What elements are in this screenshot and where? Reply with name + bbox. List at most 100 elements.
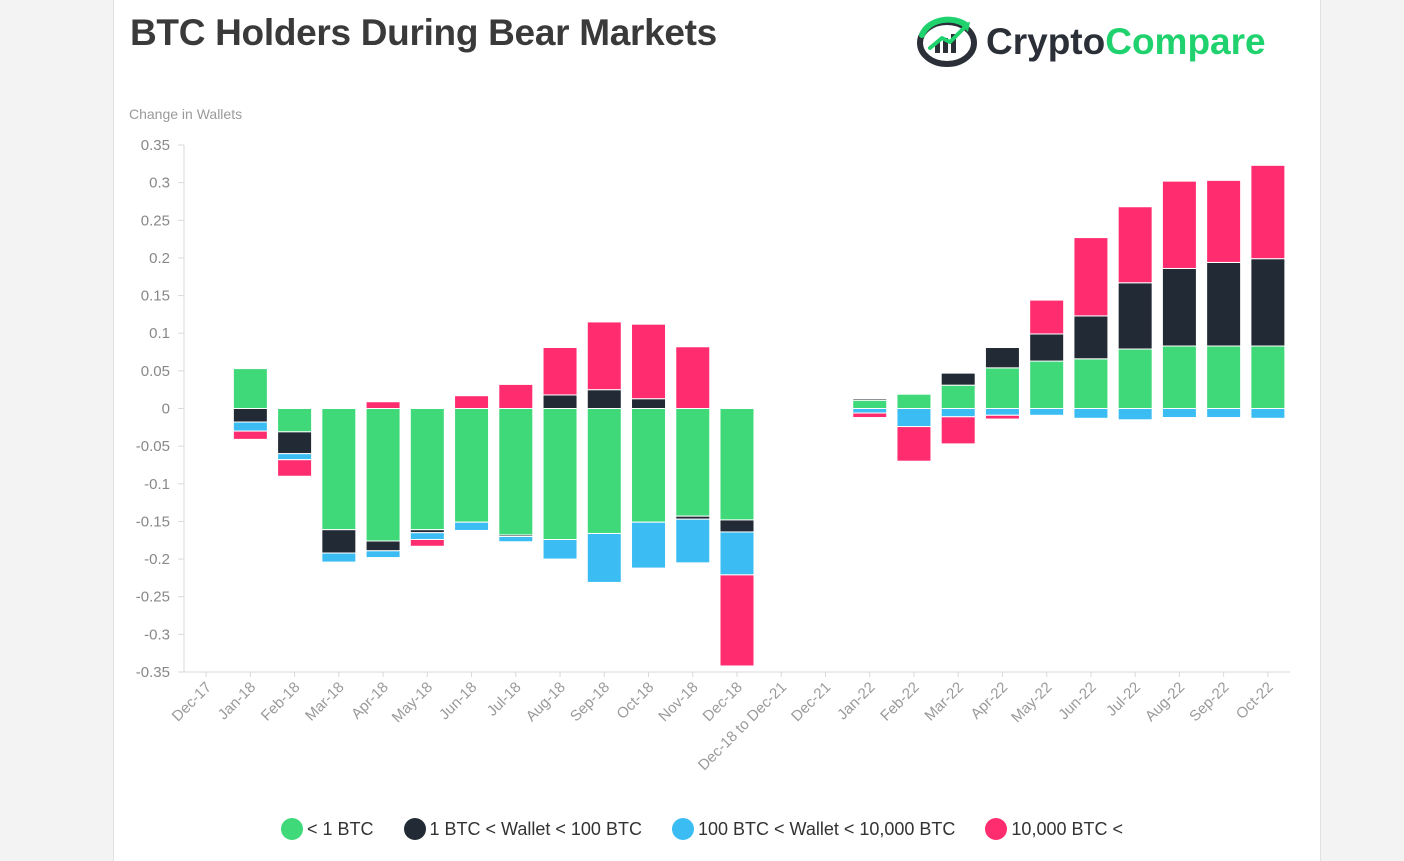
x-tick-label: Aug-22 [1142, 679, 1188, 725]
bar-segment [365, 550, 401, 559]
bar-segment [1161, 267, 1197, 347]
bar-segment [1029, 360, 1065, 410]
x-tick-label: Mar-18 [302, 679, 348, 725]
x-tick-label: Jan-22 [834, 679, 878, 723]
y-tick-label: 0.3 [149, 175, 170, 192]
x-tick-label: Jan-18 [215, 679, 259, 723]
bar-segment [277, 431, 313, 455]
bar-segment [409, 538, 445, 547]
bar-segment [940, 384, 976, 410]
legend-swatch-navy [403, 818, 426, 840]
legend-item-1-to-100-btc[interactable]: 1 BTC < Wallet < 100 BTC [403, 818, 642, 840]
bar-segment [940, 372, 976, 386]
x-tick-label: Jul-22 [1103, 679, 1144, 720]
x-tick-label: Aug-18 [523, 679, 569, 725]
bar-segment [631, 408, 667, 523]
bar-segment [232, 421, 268, 432]
bar-segment [542, 347, 578, 396]
bar-segment [232, 408, 268, 423]
stacked-bar-chart: 0.35 0.3 0.25 0.2 0.15 0.1 0.05 0 -0.05 -0.1 -0.15… [136, 137, 1290, 774]
x-tick-label: Feb-18 [258, 679, 304, 725]
x-tick-label: Nov-18 [655, 679, 701, 725]
y-tick-label: -0.3 [144, 626, 170, 643]
bar-segment [1117, 348, 1153, 410]
bar-segment [232, 368, 268, 409]
bar-segment [1161, 408, 1197, 419]
bar-segment [542, 538, 578, 560]
x-tick-label: Mar-22 [921, 679, 967, 725]
bar-segment [365, 408, 401, 542]
brand-logo[interactable]: Crypto Compare [914, 14, 1266, 70]
bar-segment [675, 408, 711, 517]
x-tick-label: Dec-21 [788, 679, 834, 725]
bar-segment [984, 408, 1020, 416]
bar-segment [896, 426, 932, 462]
bar-segment [277, 408, 313, 433]
x-tick-label: Sep-18 [567, 679, 613, 725]
bar-segment [498, 535, 534, 543]
bar-segment [1250, 258, 1286, 347]
bar-segment [321, 408, 357, 531]
bar-segment [542, 394, 578, 410]
bar-segment [940, 408, 976, 418]
bar-segment [586, 321, 622, 391]
bar-segment [1073, 237, 1109, 317]
bar-segment [984, 414, 1020, 420]
y-tick-label: -0.25 [136, 589, 170, 606]
y-tick-label: 0.35 [141, 137, 170, 154]
bar-segment [719, 519, 755, 533]
legend-label: 1 BTC < Wallet < 100 BTC [429, 818, 642, 839]
y-tick-label: -0.15 [136, 513, 170, 530]
bar-segment [984, 347, 1020, 369]
y-tick-label: 0.25 [141, 212, 170, 229]
x-tick-label: Feb-22 [877, 679, 923, 725]
bar-segment [631, 398, 667, 410]
bar-segment [1206, 261, 1242, 347]
y-tick-label: 0.1 [149, 325, 170, 342]
bar-segment [586, 532, 622, 583]
bar-segment [896, 393, 932, 409]
y-tick-label: 0 [162, 401, 170, 418]
bar-segment [896, 408, 932, 428]
bar-segment [675, 518, 711, 564]
y-tick-label: 0.15 [141, 288, 170, 305]
x-tick-label: Jun-22 [1055, 679, 1099, 723]
bar-segment [409, 408, 445, 531]
bar-segment [1029, 333, 1065, 362]
bar-segment [1073, 315, 1109, 360]
x-tick-label: Sep-22 [1186, 679, 1232, 725]
bar-segment [1029, 299, 1065, 335]
bar-segment [1029, 408, 1065, 416]
bar-segment [365, 540, 401, 552]
bar-segment [409, 532, 445, 540]
bar-segment [321, 552, 357, 563]
bar-segment [852, 408, 888, 414]
legend-item-100-to-10000-btc[interactable]: 100 BTC < Wallet < 10,000 BTC [671, 818, 955, 840]
bar-segment [719, 574, 755, 667]
x-tick-label: May-18 [389, 679, 436, 726]
legend-item-lt-1-btc[interactable]: < 1 BTC [281, 818, 374, 840]
bar-segment [631, 323, 667, 400]
bar-segment [277, 453, 313, 461]
y-tick-label: -0.2 [144, 551, 170, 568]
chart-title: BTC Holders During Bear Markets [130, 12, 717, 53]
bar-segment [498, 383, 534, 409]
brand-name-compare: Compare [1105, 21, 1266, 62]
brand-name-crypto: Crypto [986, 21, 1106, 62]
bar-segment [1161, 180, 1197, 269]
x-tick-label: Jun-18 [436, 679, 480, 723]
bar-segment [498, 408, 534, 536]
x-tick-label: Apr-18 [348, 679, 392, 723]
x-tick-label: Dec-17 [169, 679, 215, 725]
bar-segment [542, 408, 578, 540]
bar-segment [1073, 358, 1109, 410]
legend-item-gt-10000-btc[interactable]: 10,000 BTC < [985, 818, 1123, 840]
y-tick-label: -0.05 [136, 438, 170, 455]
bar-segment [277, 459, 313, 477]
bar-segment [1250, 345, 1286, 409]
bar-segment [852, 412, 888, 419]
x-tick-label: Oct-22 [1233, 679, 1277, 723]
bar-segment [1206, 408, 1242, 419]
bar-segment [454, 521, 490, 531]
legend-swatch-blue [671, 818, 694, 840]
